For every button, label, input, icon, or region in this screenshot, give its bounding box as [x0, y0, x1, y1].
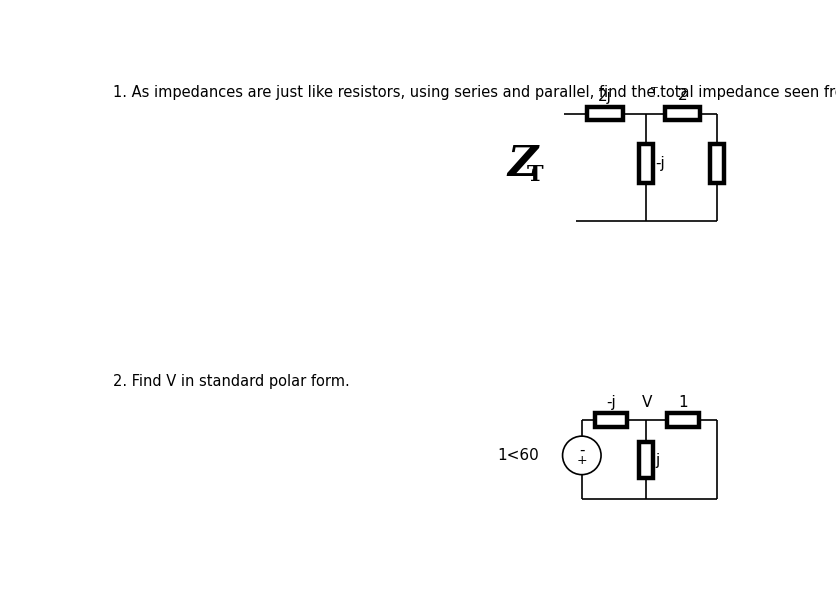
Text: +: + [576, 454, 586, 467]
Text: 1<60: 1<60 [497, 448, 539, 463]
Text: 2: 2 [677, 88, 686, 104]
Text: .: . [655, 85, 660, 100]
Circle shape [562, 436, 600, 474]
Text: T: T [527, 164, 543, 186]
Text: 2j: 2j [597, 88, 611, 104]
Text: -j: -j [605, 395, 615, 410]
Bar [665, 413, 698, 427]
Text: 1. As impedances are just like resistors, using series and parallel, find the to: 1. As impedances are just like resistors… [113, 85, 836, 100]
Text: j: j [655, 452, 660, 467]
Text: -: - [579, 442, 584, 458]
Text: Z: Z [507, 142, 537, 184]
Text: -j: -j [655, 156, 665, 171]
Bar [710, 144, 723, 183]
Text: 1: 1 [677, 395, 686, 410]
Bar [587, 107, 622, 120]
Text: j: j [721, 156, 726, 171]
Bar [594, 413, 626, 427]
Bar [638, 144, 652, 183]
Text: T: T [650, 87, 657, 97]
Bar [664, 107, 700, 120]
Text: 2. Find V in standard polar form.: 2. Find V in standard polar form. [113, 374, 349, 389]
Bar [638, 442, 652, 479]
Text: V: V [641, 395, 652, 410]
